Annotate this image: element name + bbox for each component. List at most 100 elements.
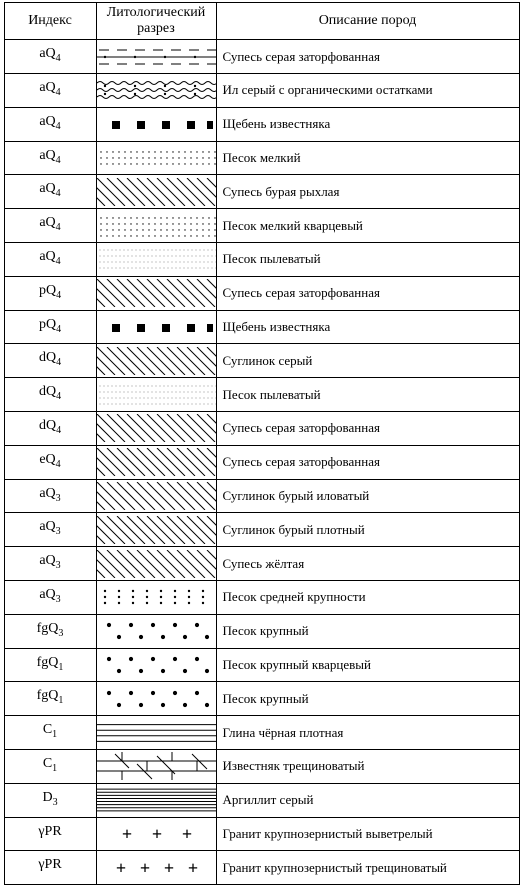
index-cell: fgQ1 [4, 682, 96, 716]
svg-text:+: + [187, 858, 197, 878]
description-cell: Супесь бурая рыхлая [216, 175, 519, 209]
index-base: eQ [39, 452, 55, 467]
index-sub: 4 [56, 154, 61, 165]
index-sub: 4 [56, 425, 61, 436]
lithology-cell [96, 310, 216, 344]
index-cell: dQ4 [4, 344, 96, 378]
index-base: γPR [38, 824, 61, 839]
pattern-supes_hatch [97, 448, 217, 476]
description-cell: Щебень известняка [216, 310, 519, 344]
table-row: dQ4Супесь серая заторфованная [4, 411, 519, 445]
index-cell: aQ4 [4, 141, 96, 175]
index-cell: dQ4 [4, 411, 96, 445]
table-row: aQ4Щебень известняка [4, 107, 519, 141]
description-cell: Гранит крупнозернистый выветрелый [216, 817, 519, 851]
description-cell: Супесь серая заторфованная [216, 276, 519, 310]
description-cell: Песок пылеватый [216, 242, 519, 276]
pattern-rubble [97, 313, 217, 341]
index-sub: 4 [56, 121, 61, 132]
table-row: aQ4Ил серый с органическими остатками [4, 73, 519, 107]
lithology-cell [96, 648, 216, 682]
table-row: γPR+++Гранит крупнозернистый выветрелый [4, 817, 519, 851]
lithology-cell [96, 783, 216, 817]
svg-text:+: + [115, 858, 125, 878]
description-cell: Песок средней крупности [216, 580, 519, 614]
pattern-granite_sparse: +++ [97, 820, 217, 848]
svg-text:+: + [163, 858, 173, 878]
lithology-cell [96, 513, 216, 547]
svg-text:+: + [139, 858, 149, 878]
index-cell: aQ4 [4, 107, 96, 141]
lithology-cell [96, 242, 216, 276]
index-base: γPR [38, 857, 61, 872]
table-row: aQ3Суглинок бурый плотный [4, 513, 519, 547]
index-base: dQ [39, 384, 56, 399]
lithology-cell [96, 378, 216, 412]
index-cell: eQ4 [4, 445, 96, 479]
index-sub: 4 [56, 323, 61, 334]
index-cell: dQ4 [4, 378, 96, 412]
index-sub: 3 [53, 797, 58, 808]
index-sub: 4 [56, 459, 61, 470]
index-base: aQ [39, 553, 55, 568]
index-cell: D3 [4, 783, 96, 817]
svg-text:+: + [151, 824, 161, 844]
index-cell: fgQ3 [4, 614, 96, 648]
lithology-cell [96, 40, 216, 74]
pattern-supes_hatch [97, 279, 217, 307]
index-cell: γPR [4, 817, 96, 851]
index-sub: 4 [56, 357, 61, 368]
description-cell: Песок мелкий [216, 141, 519, 175]
index-base: C [43, 756, 52, 771]
description-cell: Песок пылеватый [216, 378, 519, 412]
svg-text:+: + [121, 824, 131, 844]
header-desc: Описание пород [216, 3, 519, 40]
pattern-sand_coarse [97, 685, 217, 713]
index-base: fgQ [37, 621, 59, 636]
index-sub: 4 [56, 290, 61, 301]
index-base: C [43, 722, 52, 737]
index-cell: C1 [4, 716, 96, 750]
table-row: eQ4Супесь серая заторфованная [4, 445, 519, 479]
index-base: aQ [39, 80, 55, 95]
header-row: Индекс Литологический разрез Описание по… [4, 3, 519, 40]
pattern-argillite [97, 786, 217, 814]
description-cell: Супесь жёлтая [216, 547, 519, 581]
index-base: aQ [39, 181, 55, 196]
index-base: aQ [39, 148, 55, 163]
table-row: aQ3Суглинок бурый иловатый [4, 479, 519, 513]
description-cell: Песок крупный [216, 682, 519, 716]
index-cell: fgQ1 [4, 648, 96, 682]
index-cell: aQ4 [4, 175, 96, 209]
pattern-silt_wavy [97, 76, 217, 104]
lithology-cell: +++ [96, 817, 216, 851]
index-cell: pQ4 [4, 276, 96, 310]
lithology-cell [96, 344, 216, 378]
index-base: aQ [39, 114, 55, 129]
lithology-cell [96, 479, 216, 513]
lithology-cell [96, 141, 216, 175]
table-row: fgQ1 Песок крупный [4, 682, 519, 716]
index-cell: pQ4 [4, 310, 96, 344]
description-cell: Песок крупный кварцевый [216, 648, 519, 682]
index-cell: aQ4 [4, 40, 96, 74]
index-sub: 4 [56, 391, 61, 402]
pattern-supes_dash_dots [97, 43, 217, 71]
index-base: pQ [39, 317, 56, 332]
lithology-cell [96, 209, 216, 243]
description-cell: Суглинок серый [216, 344, 519, 378]
lithology-table: Индекс Литологический разрез Описание по… [4, 2, 520, 885]
pattern-sand_quartz [97, 212, 217, 240]
lithology-cell [96, 107, 216, 141]
index-base: fgQ [37, 655, 59, 670]
table-row: aQ3Супесь жёлтая [4, 547, 519, 581]
index-sub: 4 [56, 222, 61, 233]
index-sub: 4 [56, 256, 61, 267]
index-base: aQ [39, 486, 55, 501]
index-sub: 3 [56, 526, 61, 537]
lithology-cell: + + + + [96, 851, 216, 885]
pattern-supes_hatch [97, 414, 217, 442]
index-cell: C1 [4, 749, 96, 783]
table-row: aQ4 Песок мелкий [4, 141, 519, 175]
table-row: fgQ1 Песок крупный кварцевый [4, 648, 519, 682]
